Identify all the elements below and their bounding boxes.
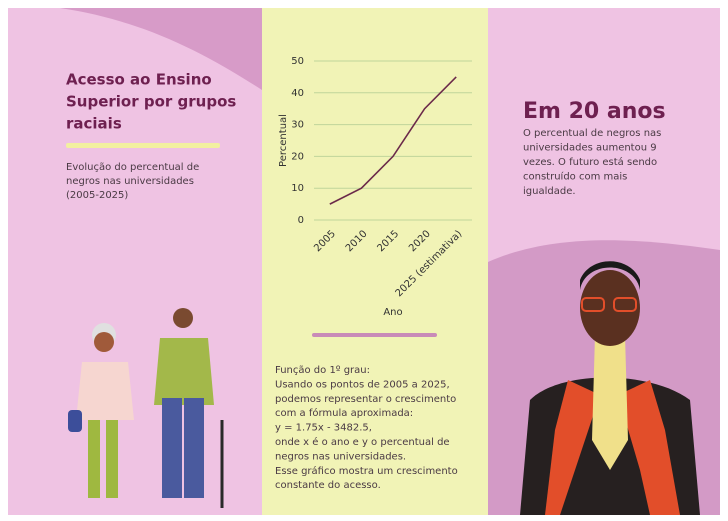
y-tick-label: 20 bbox=[291, 151, 304, 162]
note-line: podemos representar o crescimento bbox=[275, 394, 456, 405]
x-axis-label: Ano bbox=[383, 307, 402, 318]
subtitle-line: negros nas universidades bbox=[66, 176, 194, 187]
body-line: vezes. O futuro está sendo bbox=[523, 156, 657, 168]
body-line: construído com mais bbox=[523, 171, 627, 183]
subtitle-line: (2005-2025) bbox=[66, 190, 128, 201]
body-line: igualdade. bbox=[523, 186, 576, 197]
page: Acesso ao Ensino Superior por grupos rac… bbox=[0, 0, 728, 521]
title-underline bbox=[66, 143, 220, 148]
y-tick-label: 50 bbox=[291, 56, 304, 67]
y-axis-label: Percentual bbox=[278, 114, 289, 167]
note-line: Esse gráfico mostra um crescimento bbox=[275, 465, 458, 477]
y-tick-label: 0 bbox=[298, 215, 304, 226]
subtitle-line: Evolução do percentual de bbox=[66, 162, 199, 173]
note-line: negros nas universidades. bbox=[275, 451, 406, 462]
note-line: onde x é o ano e y o percentual de bbox=[275, 436, 450, 448]
y-tick-label: 30 bbox=[291, 120, 304, 131]
note-line: Função do 1º grau: bbox=[275, 365, 370, 376]
note-line: constante do acesso. bbox=[275, 480, 381, 491]
note-line: com a fórmula aproximada: bbox=[275, 407, 413, 419]
y-tick-label: 40 bbox=[291, 88, 304, 99]
title-line: Superior por grupos bbox=[66, 93, 236, 111]
note-line: Usando os pontos de 2005 a 2025, bbox=[275, 379, 450, 390]
divider bbox=[312, 333, 437, 337]
body-line: O percentual de negros nas bbox=[523, 128, 661, 139]
title-line: Acesso ao Ensino bbox=[66, 71, 212, 89]
right-heading: Em 20 anos bbox=[523, 99, 666, 124]
title-line: raciais bbox=[66, 115, 122, 133]
body-line: universidades aumentou 9 bbox=[523, 143, 657, 154]
y-tick-label: 10 bbox=[291, 183, 304, 194]
note-line: y = 1.75x - 3482.5, bbox=[275, 423, 372, 434]
